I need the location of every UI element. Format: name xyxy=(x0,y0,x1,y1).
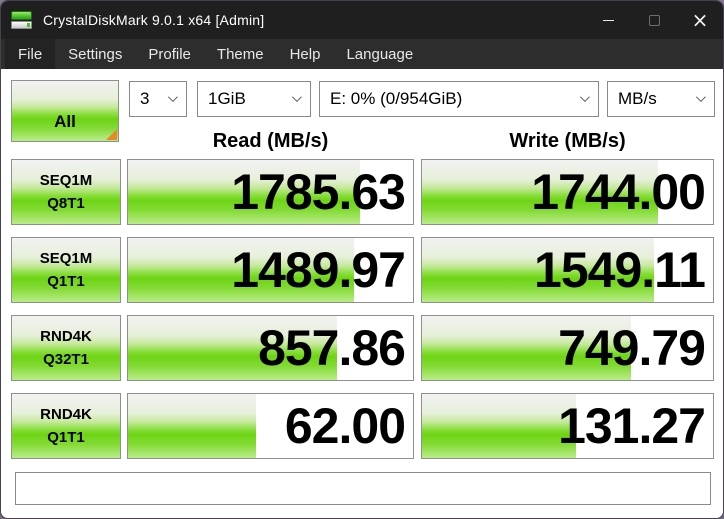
menu-file[interactable]: File xyxy=(5,39,56,69)
read-result-cell: 1489.97 xyxy=(127,237,414,303)
run-all-button[interactable]: All xyxy=(11,80,119,142)
minimize-button[interactable] xyxy=(585,1,631,39)
client-area: All 3 1GiB E: 0% (0/954GiB) MB/s Read (M… xyxy=(1,69,723,518)
chevron-down-icon xyxy=(291,92,302,103)
test-queue-thread: Q8T1 xyxy=(47,195,85,212)
test-count-value: 3 xyxy=(140,89,150,108)
close-icon: × xyxy=(691,8,709,32)
test-name: RND4K xyxy=(40,328,92,345)
result-bar xyxy=(422,394,577,458)
menu-theme[interactable]: Theme xyxy=(216,45,264,63)
unit-value: MB/s xyxy=(618,89,657,108)
menu-profile[interactable]: Profile xyxy=(148,45,191,63)
test-size-select[interactable]: 1GiB xyxy=(197,81,311,117)
result-bar xyxy=(128,238,355,302)
app-icon xyxy=(11,9,33,31)
read-result-value: 857.86 xyxy=(258,320,406,376)
test-button-seq1m-q1t1[interactable]: SEQ1M Q1T1 xyxy=(11,237,121,303)
write-column-header: Write (MB/s) xyxy=(509,129,626,152)
result-bar xyxy=(422,316,632,380)
comment-field[interactable] xyxy=(15,472,711,505)
write-result-value: 1744.00 xyxy=(531,164,706,220)
run-all-label: All xyxy=(54,112,76,131)
read-result-cell: 62.00 xyxy=(127,393,414,459)
write-result-cell: 749.79 xyxy=(421,315,714,381)
write-result-cell: 1549.11 xyxy=(421,237,714,303)
close-button[interactable]: × xyxy=(677,1,723,39)
menu-bar: File Settings Profile Theme Help Languag… xyxy=(1,39,723,69)
write-result-value: 1549.11 xyxy=(534,242,706,298)
test-count-select[interactable]: 3 xyxy=(129,81,187,117)
target-drive-select[interactable]: E: 0% (0/954GiB) xyxy=(319,81,599,117)
test-queue-thread: Q1T1 xyxy=(47,273,85,290)
write-result-cell: 1744.00 xyxy=(421,159,714,225)
read-column-header: Read (MB/s) xyxy=(212,129,329,152)
test-name: RND4K xyxy=(40,406,92,423)
chevron-down-icon xyxy=(167,92,178,103)
maximize-icon xyxy=(648,14,660,26)
result-bar xyxy=(128,394,256,458)
test-button-rnd4k-q32t1[interactable]: RND4K Q32T1 xyxy=(11,315,121,381)
result-bar xyxy=(422,160,658,224)
test-queue-thread: Q32T1 xyxy=(43,351,89,368)
result-bar xyxy=(128,160,360,224)
unit-select[interactable]: MB/s xyxy=(607,81,715,117)
read-result-value: 1489.97 xyxy=(231,242,406,298)
write-result-value: 131.27 xyxy=(558,398,706,454)
minimize-icon xyxy=(602,19,614,21)
result-bar xyxy=(128,316,337,380)
read-result-cell: 857.86 xyxy=(127,315,414,381)
read-result-value: 62.00 xyxy=(284,398,406,454)
chevron-down-icon xyxy=(579,92,590,103)
target-drive-value: E: 0% (0/954GiB) xyxy=(330,89,463,108)
title-bar: CrystalDiskMark 9.0.1 x64 [Admin] × xyxy=(1,1,723,39)
test-button-rnd4k-q1t1[interactable]: RND4K Q1T1 xyxy=(11,393,121,459)
result-bar xyxy=(422,238,655,302)
menu-help[interactable]: Help xyxy=(289,45,321,63)
test-name: SEQ1M xyxy=(39,250,93,267)
test-size-value: 1GiB xyxy=(208,89,246,108)
test-queue-thread: Q1T1 xyxy=(47,429,85,446)
read-result-value: 1785.63 xyxy=(231,164,406,220)
chevron-down-icon xyxy=(695,92,706,103)
window-title: CrystalDiskMark 9.0.1 x64 [Admin] xyxy=(43,12,265,28)
menu-language[interactable]: Language xyxy=(346,45,414,63)
test-name: SEQ1M xyxy=(39,172,93,189)
write-result-cell: 131.27 xyxy=(421,393,714,459)
read-result-cell: 1785.63 xyxy=(127,159,414,225)
maximize-button[interactable] xyxy=(631,1,677,39)
corner-resize-triangle xyxy=(106,129,117,140)
menu-settings[interactable]: Settings xyxy=(68,45,123,63)
test-button-seq1m-q8t1[interactable]: SEQ1M Q8T1 xyxy=(11,159,121,225)
write-result-value: 749.79 xyxy=(558,320,706,376)
